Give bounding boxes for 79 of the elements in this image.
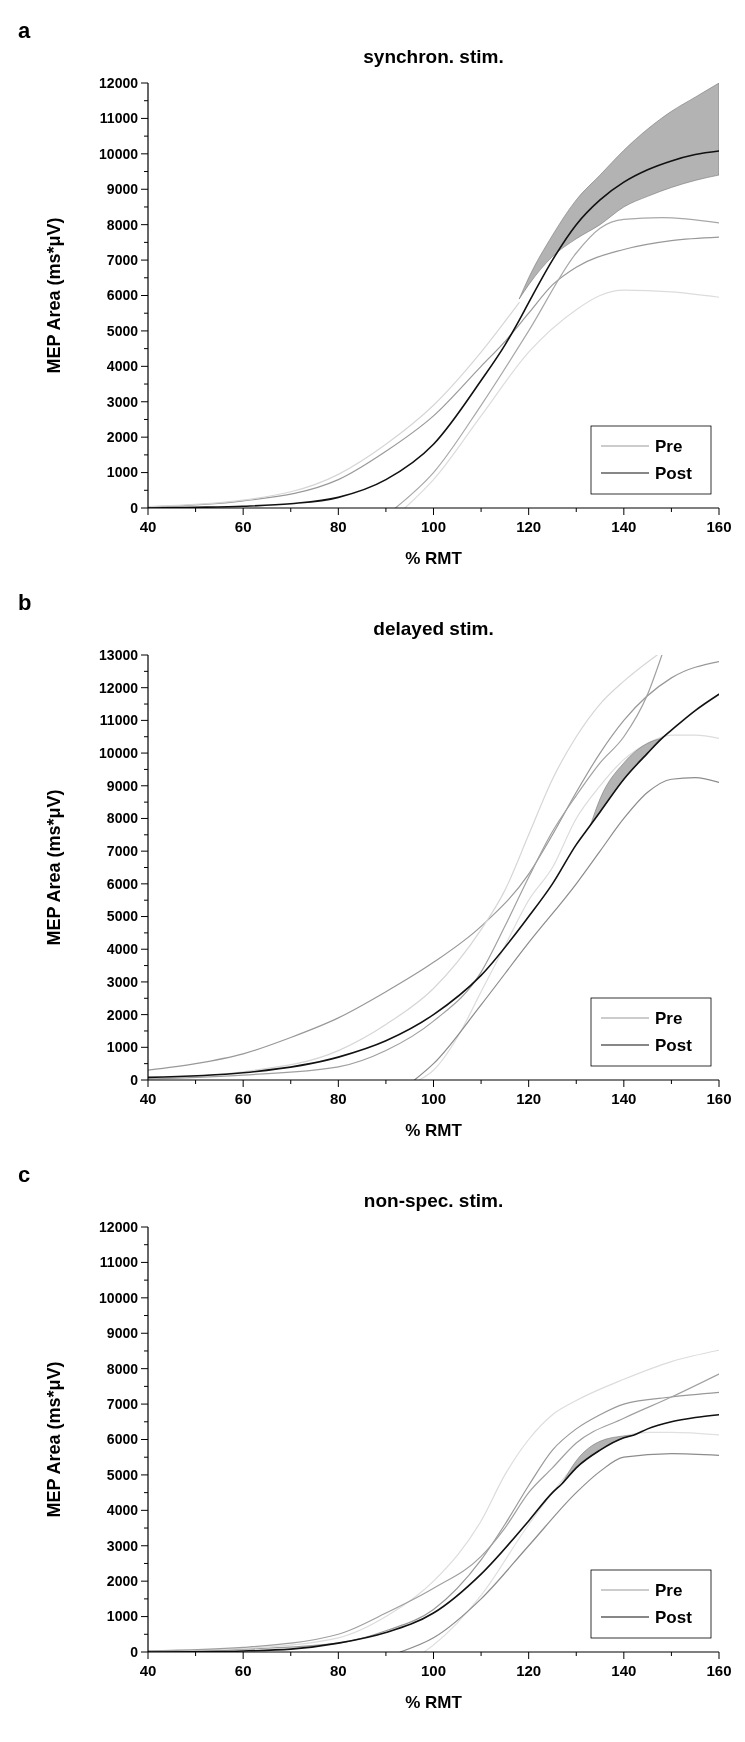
y-tick-label: 12000 — [99, 679, 139, 696]
y-tick-label: 10000 — [99, 1289, 139, 1306]
chart-title: delayed stim. — [373, 618, 494, 639]
y-tick-label: 0 — [130, 1071, 139, 1088]
y-tick-label: 7000 — [106, 843, 139, 860]
x-tick-label: 140 — [611, 1090, 637, 1107]
y-tick-label: 6000 — [106, 1431, 139, 1448]
y-tick-label: 6000 — [106, 287, 139, 304]
x-tick-label: 60 — [234, 1090, 252, 1107]
chart-title: non-spec. stim. — [363, 1190, 504, 1211]
x-tick-label: 120 — [516, 518, 542, 535]
y-tick-label: 1000 — [106, 1608, 139, 1625]
x-tick-label: 80 — [329, 1662, 347, 1679]
y-tick-label: 1000 — [106, 1039, 139, 1056]
y-tick-label: 5000 — [106, 1466, 139, 1483]
y-tick-label: 0 — [130, 1643, 139, 1660]
x-tick-label: 160 — [706, 1090, 732, 1107]
y-tick-label: 2000 — [106, 429, 139, 446]
legend-label: Post — [655, 1608, 693, 1627]
y-tick-label: 8000 — [106, 810, 139, 827]
legend-label: Pre — [655, 1009, 683, 1028]
y-tick-label: 4000 — [106, 358, 139, 375]
y-tick-label: 11000 — [99, 1254, 139, 1271]
x-tick-label: 120 — [516, 1090, 542, 1107]
y-tick-label: 2000 — [106, 1573, 139, 1590]
x-tick-label: 100 — [420, 518, 447, 535]
x-tick-label: 160 — [706, 518, 732, 535]
y-axis-title: MEP Area (ms*μV) — [44, 1361, 64, 1518]
x-tick-label: 40 — [139, 1662, 157, 1679]
y-tick-label: 5000 — [106, 322, 139, 339]
x-tick-label: 60 — [234, 1662, 252, 1679]
y-tick-label: 9000 — [106, 1325, 139, 1342]
x-tick-label: 100 — [420, 1090, 447, 1107]
y-tick-label: 7000 — [106, 251, 139, 268]
x-tick-label: 40 — [139, 518, 157, 535]
y-tick-label: 8000 — [106, 1360, 139, 1377]
y-tick-label: 10000 — [99, 145, 139, 162]
text: a — [18, 18, 31, 43]
y-tick-label: 12000 — [99, 74, 139, 91]
y-tick-label: 9000 — [106, 777, 139, 794]
x-tick-label: 100 — [420, 1662, 447, 1679]
y-tick-label: 3000 — [106, 973, 139, 990]
x-tick-label: 160 — [706, 1662, 732, 1679]
text: b — [18, 590, 32, 615]
x-tick-label: 80 — [329, 518, 347, 535]
legend-label: Post — [655, 464, 693, 483]
y-tick-label: 8000 — [106, 216, 139, 233]
x-axis-title: % RMT — [405, 1121, 463, 1140]
y-tick-label: 13000 — [99, 646, 139, 663]
y-tick-label: 0 — [130, 499, 139, 516]
x-tick-label: 120 — [516, 1662, 542, 1679]
y-tick-label: 6000 — [106, 875, 139, 892]
y-tick-label: 10000 — [99, 744, 139, 761]
legend-label: Post — [655, 1036, 693, 1055]
y-tick-label: 3000 — [106, 1537, 139, 1554]
y-tick-label: 9000 — [106, 181, 139, 198]
x-tick-label: 40 — [139, 1090, 157, 1107]
legend-label: Pre — [655, 437, 683, 456]
y-tick-label: 3000 — [106, 393, 139, 410]
x-axis-title: % RMT — [405, 1693, 463, 1712]
x-tick-label: 140 — [611, 1662, 637, 1679]
text: c — [18, 1162, 31, 1187]
x-tick-label: 80 — [329, 1090, 347, 1107]
y-tick-label: 7000 — [106, 1395, 139, 1412]
y-tick-label: 11000 — [99, 110, 139, 127]
y-tick-label: 4000 — [106, 1502, 139, 1519]
y-tick-label: 12000 — [99, 1218, 139, 1235]
legend-label: Pre — [655, 1581, 683, 1600]
y-tick-label: 11000 — [99, 712, 139, 729]
y-tick-label: 4000 — [106, 941, 139, 958]
y-tick-label: 2000 — [106, 1006, 139, 1023]
y-tick-label: 1000 — [106, 464, 139, 481]
y-axis-title: MEP Area (ms*μV) — [44, 217, 64, 374]
y-axis-title: MEP Area (ms*μV) — [44, 789, 64, 946]
y-tick-label: 5000 — [106, 908, 139, 925]
x-tick-label: 140 — [611, 518, 637, 535]
x-tick-label: 60 — [234, 518, 252, 535]
x-axis-title: % RMT — [405, 549, 463, 568]
chart-title: synchron. stim. — [363, 46, 504, 67]
